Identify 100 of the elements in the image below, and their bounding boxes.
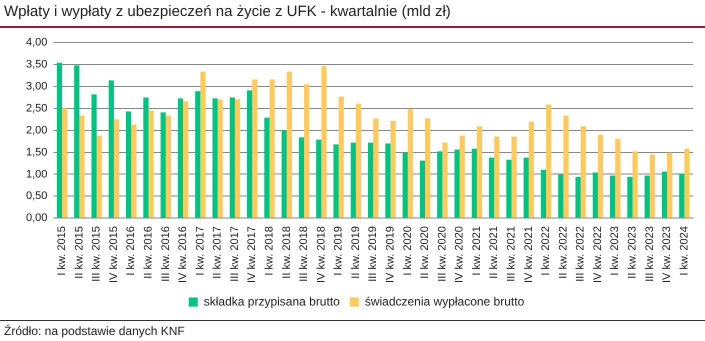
y-tick-label: 2,00 [26, 124, 48, 136]
bar [662, 172, 668, 218]
x-tick-label: III kw. 2016 [160, 226, 172, 282]
bar [230, 97, 235, 218]
bar [218, 100, 223, 218]
bar [62, 108, 68, 218]
bar [540, 170, 546, 218]
x-tick-label: IV kw. 2016 [177, 226, 190, 284]
x-tick-label: IV kw. 2022 [592, 226, 604, 284]
text: Źródło: na podstawie danych KNF [4, 324, 185, 338]
bar [282, 130, 287, 218]
x-tick-label: II kw. 2015 [73, 226, 86, 279]
y-tick-label: 0,50 [26, 190, 48, 202]
bar [195, 91, 200, 218]
x-tick-label: IV kw. 2023 [661, 226, 674, 284]
bar [684, 148, 690, 218]
x-tick-label: II kw. 2016 [142, 226, 155, 279]
bar [402, 152, 408, 218]
bar [200, 72, 206, 218]
legend-label: świadczenia wypłacone brutto [364, 294, 525, 308]
bar [183, 101, 188, 218]
x-tick-label: I kw. 2020 [402, 226, 414, 276]
bar [114, 119, 120, 218]
y-tick-label: 3,00 [26, 80, 48, 93]
bar [511, 136, 517, 218]
bar [96, 136, 102, 218]
x-tick-label: II kw. 2023 [626, 226, 639, 279]
x-tick-label: IV kw. 2015 [108, 226, 120, 284]
bar [610, 176, 616, 218]
bar [269, 79, 275, 218]
x-tick-label: IV kw. 2021 [522, 226, 535, 284]
bar [74, 65, 80, 218]
bar [546, 104, 552, 218]
x-tick-label: III kw. 2021 [506, 226, 518, 282]
x-tick-label: IV kw. 2020 [454, 226, 466, 284]
bar [644, 176, 650, 218]
bar [390, 120, 396, 218]
bar [528, 122, 534, 218]
bar [592, 172, 598, 218]
bar [333, 144, 339, 218]
x-tick-label: III kw. 2018 [298, 226, 310, 282]
bar [368, 142, 374, 218]
y-tick-label: 1,00 [26, 168, 48, 180]
bar [489, 158, 494, 218]
x-tick-label: II kw. 2022 [557, 226, 570, 279]
bar [247, 90, 252, 218]
bar [166, 115, 171, 218]
bar [350, 142, 356, 218]
bar [575, 176, 581, 218]
y-tick-label: 4,00 [26, 36, 48, 49]
bar [143, 97, 148, 218]
bar [286, 72, 292, 218]
legend-label: składka przypisana brutto [204, 294, 340, 308]
bar [316, 140, 322, 218]
x-tick-label: II kw. 2020 [419, 226, 432, 279]
x-tick-label: II kw. 2019 [350, 226, 362, 279]
bar [79, 115, 85, 218]
bar [56, 62, 62, 218]
bar [212, 98, 218, 218]
x-tick-label: I kw. 2019 [332, 226, 345, 276]
bar [454, 150, 460, 218]
chart-title: Wpłaty i wypłaty z ubezpieczeń na życie z UFK - kwartalnie (mld zł) [4, 3, 451, 20]
x-tick-label: I kw. 2018 [264, 226, 276, 276]
bar [108, 80, 114, 218]
x-tick-label: I kw. 2024 [678, 226, 690, 276]
x-tick-label: III kw. 2019 [367, 226, 380, 282]
x-tick-label: I kw. 2023 [609, 226, 622, 276]
bar [252, 79, 258, 218]
bar [321, 66, 327, 218]
bar [563, 115, 569, 218]
bar [650, 154, 655, 218]
bar [598, 134, 604, 218]
bar [148, 110, 154, 218]
bar [615, 138, 620, 218]
bar [420, 160, 426, 218]
x-tick-label: II kw. 2017 [212, 226, 224, 279]
bar [373, 118, 378, 218]
bar [476, 126, 482, 218]
x-tick-label: II kw. 2021 [488, 226, 500, 279]
x-tick-label: IV kw. 2019 [384, 226, 397, 284]
bar [667, 152, 672, 218]
bar [131, 124, 136, 218]
bar [356, 104, 362, 218]
x-tick-label: I kw. 2016 [125, 226, 138, 276]
x-tick-label: I kw. 2021 [470, 226, 483, 276]
x-tick-label: I kw. 2022 [540, 226, 552, 276]
bar [160, 112, 166, 218]
bar [494, 136, 500, 218]
bar [437, 151, 442, 218]
y-tick-label: 2,50 [26, 102, 48, 114]
bar [408, 109, 413, 218]
bar [442, 142, 448, 218]
x-tick-label: IV kw. 2017 [246, 226, 258, 284]
bar [460, 136, 465, 218]
x-tick-label: I kw. 2015 [56, 226, 68, 276]
bar [91, 94, 97, 218]
y-tick-label: 1,50 [26, 146, 48, 158]
bar [580, 126, 586, 218]
bar [425, 118, 430, 218]
x-tick-label: III kw. 2022 [574, 226, 587, 282]
